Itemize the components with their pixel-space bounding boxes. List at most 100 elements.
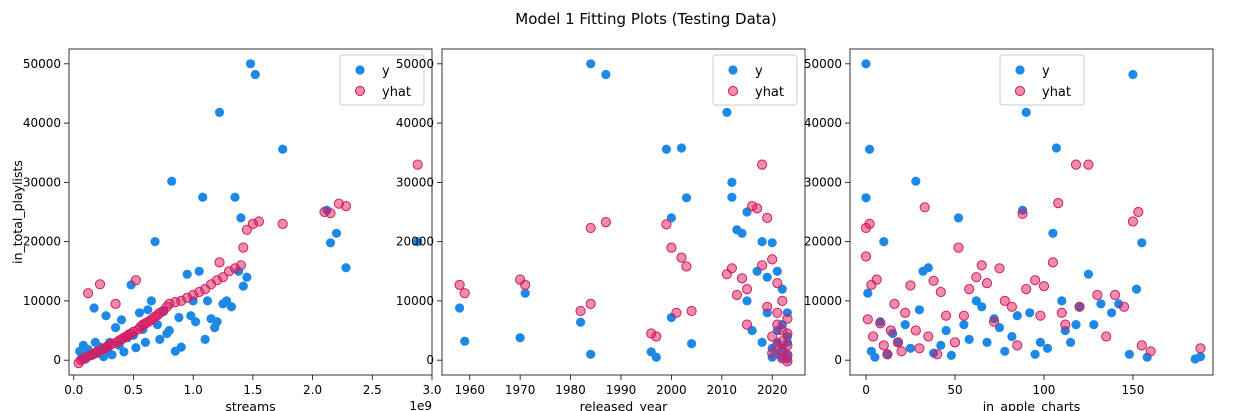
data-point-yhat — [1083, 159, 1094, 170]
data-point-y — [586, 349, 596, 359]
data-point-y — [1066, 337, 1076, 347]
data-point-yhat — [860, 251, 872, 262]
data-point-y — [1000, 346, 1010, 356]
x-tick-label: 2.0 — [303, 383, 322, 397]
data-point-y — [236, 213, 246, 223]
y-tick-label: 50000 — [804, 57, 842, 71]
data-point-y — [964, 334, 974, 344]
data-point-yhat — [875, 318, 886, 329]
y-tick-label: 0 — [53, 353, 61, 367]
x-tick-label: 0.5 — [124, 383, 143, 397]
legend-marker-y — [1015, 65, 1025, 75]
data-point-y — [727, 192, 737, 202]
data-point-y — [865, 144, 875, 154]
data-point-y — [278, 144, 288, 154]
legend-label-yhat: yhat — [755, 85, 784, 100]
data-point-y — [914, 305, 925, 315]
x-tick-label: 150 — [1121, 383, 1144, 397]
data-point-y — [134, 308, 145, 318]
data-point-yhat — [767, 254, 778, 265]
y-tick-label: 20000 — [396, 235, 434, 249]
x-tick-label: 100 — [1033, 383, 1056, 397]
data-point-yhat — [661, 219, 672, 230]
x-tick-label: 1970 — [505, 383, 536, 397]
data-point-y — [1021, 107, 1031, 117]
data-point-yhat — [910, 325, 921, 336]
data-point-y — [911, 176, 921, 186]
data-point-yhat — [1035, 310, 1046, 321]
data-point-yhat — [340, 201, 352, 212]
data-point-y — [1007, 331, 1017, 342]
data-point-y — [651, 352, 661, 362]
data-point-y — [941, 325, 951, 336]
data-point-yhat — [1070, 159, 1082, 170]
legend: y yhat — [339, 54, 425, 106]
data-point-yhat — [994, 263, 1005, 274]
data-point-yhat — [1133, 206, 1144, 218]
data-point-yhat — [130, 275, 141, 286]
chart-3: 0 50 100 150 0 10000 20000 30000 40000 50000 in_ap… — [804, 48, 1214, 411]
data-point-yhat — [971, 272, 982, 283]
data-point-yhat — [726, 263, 738, 274]
data-point-y — [460, 336, 470, 346]
data-point-y — [1137, 238, 1147, 248]
data-point-yhat — [681, 261, 692, 272]
data-point-yhat — [214, 257, 225, 268]
data-point-y — [89, 303, 99, 313]
data-point-yhat — [1101, 331, 1112, 342]
data-point-yhat — [964, 284, 975, 295]
x-tick-label: 2000 — [656, 383, 687, 397]
data-point-yhat — [1056, 307, 1067, 318]
data-point-y — [863, 288, 873, 298]
data-point-y — [238, 281, 248, 291]
data-point-y — [242, 272, 252, 282]
data-point-y — [1083, 269, 1093, 279]
data-point-y — [119, 347, 129, 357]
data-point-y — [101, 311, 111, 321]
data-point-y — [772, 266, 782, 276]
data-point-yhat — [958, 310, 970, 321]
data-point-y — [982, 337, 992, 347]
data-point-yhat — [1136, 340, 1147, 351]
data-point-yhat — [882, 349, 893, 360]
data-point-yhat — [1021, 284, 1032, 295]
x-tick-label: 50 — [947, 383, 962, 397]
y-tick-label: 0 — [426, 353, 434, 367]
chart-2-points — [454, 59, 793, 367]
data-point-yhat — [575, 305, 586, 317]
data-point-yhat — [864, 218, 875, 229]
data-point-y — [198, 192, 208, 202]
data-point-yhat — [777, 336, 788, 347]
data-point-yhat — [686, 305, 697, 317]
data-point-y — [174, 312, 184, 323]
data-point-y — [245, 59, 256, 69]
data-point-yhat — [999, 295, 1010, 306]
data-point-yhat — [762, 212, 773, 223]
data-point-y — [959, 320, 969, 330]
data-point-yhat — [1006, 301, 1018, 312]
data-point-yhat — [1017, 208, 1028, 219]
chart-2: 1960 1970 1980 1990 2000 2010 2020 0 10000 20000 3… — [396, 48, 806, 411]
data-point-yhat — [412, 159, 423, 170]
data-point-y — [737, 228, 747, 238]
data-point-y — [250, 69, 260, 80]
data-point-yhat — [1060, 319, 1071, 330]
data-point-yhat — [277, 218, 288, 229]
data-point-y — [722, 107, 732, 117]
data-point-yhat — [914, 343, 925, 354]
legend-marker-yhat — [1014, 85, 1026, 97]
data-point-y — [1089, 320, 1099, 330]
data-point-y — [143, 305, 153, 315]
data-point-y — [230, 192, 240, 202]
data-point-y — [681, 193, 692, 203]
x-tick-label: 1.0 — [184, 383, 203, 397]
y-tick-label: 40000 — [804, 116, 842, 130]
data-point-y — [167, 176, 177, 186]
x-tick-label: 1980 — [555, 383, 586, 397]
y-tick-label: 20000 — [804, 235, 842, 249]
y-tick-label: 30000 — [23, 175, 61, 189]
data-point-y — [1025, 308, 1035, 318]
data-point-y — [1042, 343, 1053, 353]
y-tick-label: 10000 — [396, 294, 434, 308]
x-tick-label: 2020 — [757, 383, 788, 397]
